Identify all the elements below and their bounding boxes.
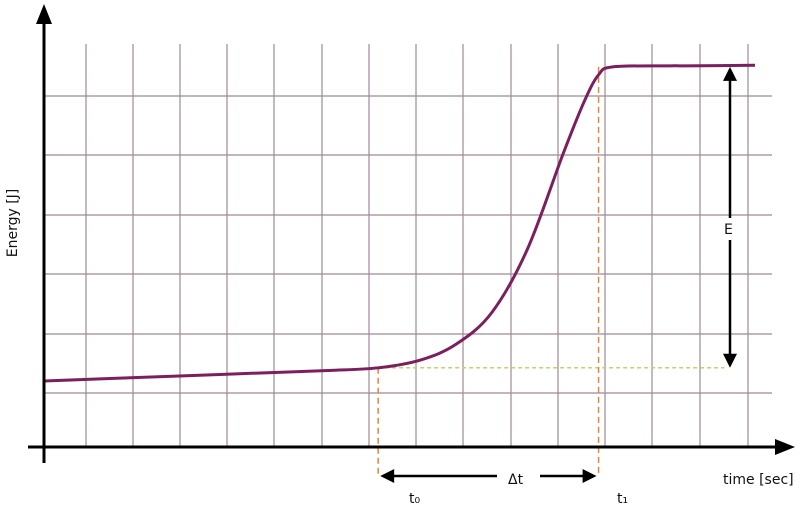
delta-t-label: Δt <box>508 472 524 488</box>
delta-t-arrowhead-left <box>380 469 395 483</box>
annotation-arrows <box>380 66 737 483</box>
energy-arrowhead-top <box>723 66 737 81</box>
energy-arrowhead-bottom <box>723 353 737 368</box>
grid <box>44 44 772 446</box>
x-axis-arrowhead <box>775 439 795 455</box>
delta-t-arrowhead-right <box>582 469 597 483</box>
y-axis-label: Energy [J] <box>5 189 21 258</box>
x-axis-label: time [sec] <box>723 472 794 488</box>
t1-label: t₁ <box>617 491 628 507</box>
axes <box>28 4 795 463</box>
energy-curve <box>43 63 756 383</box>
energy-label-bg <box>721 218 739 240</box>
energy-label: E <box>724 222 733 238</box>
t0-label: t₀ <box>409 491 420 507</box>
y-axis-arrowhead <box>36 4 52 24</box>
